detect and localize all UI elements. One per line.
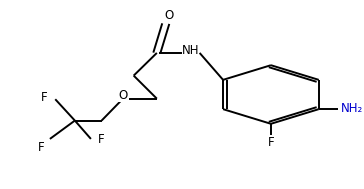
Text: F: F: [38, 141, 44, 154]
Text: O: O: [164, 9, 173, 22]
Text: O: O: [118, 89, 128, 102]
Text: NH: NH: [182, 44, 199, 57]
Text: F: F: [40, 91, 47, 104]
Text: NH₂: NH₂: [341, 102, 363, 115]
Text: F: F: [98, 133, 104, 146]
Text: F: F: [268, 136, 274, 149]
